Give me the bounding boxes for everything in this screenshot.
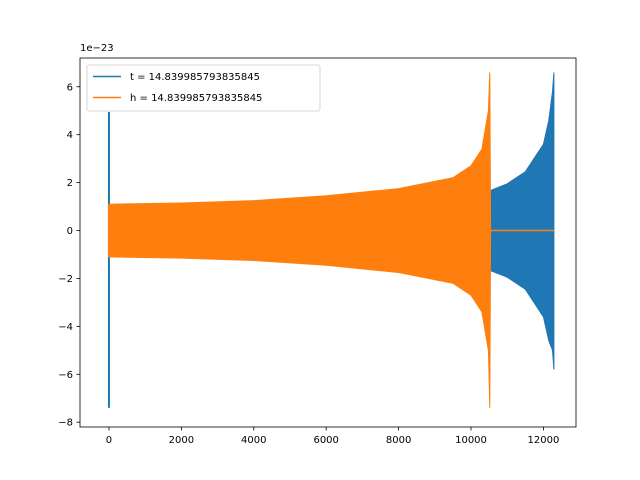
y-tick-label: −6 bbox=[58, 370, 73, 381]
x-tick-label: 6000 bbox=[313, 435, 338, 446]
y-tick-label: 0 bbox=[67, 226, 73, 237]
x-tick-label: 12000 bbox=[528, 435, 560, 446]
series-spike-t bbox=[107, 111, 110, 408]
x-tick-label: 10000 bbox=[455, 435, 487, 446]
y-tick-label: −4 bbox=[58, 322, 73, 333]
series-layer bbox=[107, 72, 555, 408]
axes-frame bbox=[79, 57, 577, 428]
y-tick-label: 2 bbox=[67, 178, 73, 189]
y-axis: −8 −6 −4 −2 0 2 4 6 bbox=[58, 82, 80, 429]
series-centerline-h bbox=[109, 229, 554, 241]
legend: t = 14.839985793835845 h = 14.8399857938… bbox=[86, 64, 321, 112]
y-tick-label: −2 bbox=[58, 274, 73, 285]
legend-label-h: h = 14.839985793835845 bbox=[130, 93, 262, 104]
x-tick-label: 0 bbox=[106, 435, 112, 446]
x-tick-label: 8000 bbox=[386, 435, 411, 446]
y-offset-label: 1e−23 bbox=[80, 43, 114, 54]
y-tick-label: −8 bbox=[58, 418, 73, 429]
x-tick-label: 2000 bbox=[169, 435, 194, 446]
y-tick-label: 4 bbox=[67, 130, 73, 141]
x-axis: 0 2000 4000 6000 8000 10000 12000 bbox=[106, 427, 560, 446]
y-tick-label: 6 bbox=[67, 82, 73, 93]
legend-label-t: t = 14.839985793835845 bbox=[130, 72, 260, 83]
legend-box bbox=[86, 64, 321, 112]
series-spike-h bbox=[107, 204, 110, 257]
axes-border bbox=[79, 57, 577, 428]
x-tick-label: 4000 bbox=[241, 435, 266, 446]
